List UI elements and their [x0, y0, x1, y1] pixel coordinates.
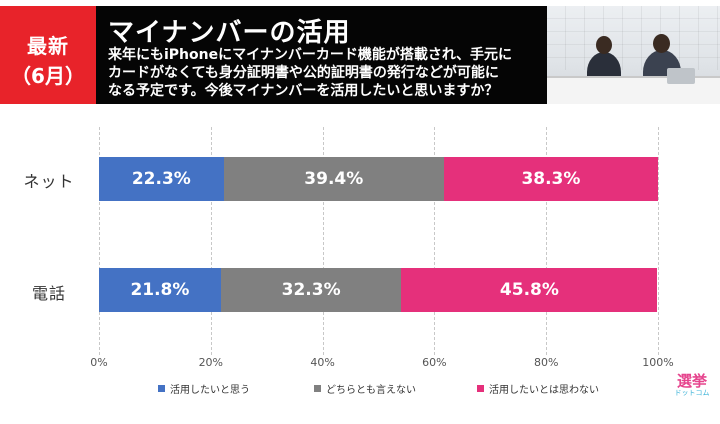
photo-laptop [667, 68, 695, 84]
legend-swatch [314, 385, 321, 392]
x-tick-label: 100% [642, 356, 674, 369]
top-strip [0, 0, 720, 6]
question-line: 来年にもiPhoneにマイナンバーカード機能が搭載され、手元に [108, 47, 512, 63]
photo-person-left-head [596, 36, 612, 54]
x-tick-label: 20% [198, 356, 224, 369]
question-line: なる予定です。今後マイナンバーを活用したいと思いますか？ [108, 83, 499, 99]
question-line: カードがなくても身分証明書や公的証明書の発行などが可能に [108, 65, 499, 81]
bar-segment: 38.3% [443, 157, 658, 201]
bar-value-label: 38.3% [521, 169, 581, 189]
badge-line-1: 最新 [27, 34, 69, 58]
legend-item: どちらとも言えない [314, 381, 416, 396]
legend-label: どちらとも言えない [326, 385, 416, 396]
x-gridline [658, 127, 659, 355]
bar-value-label: 39.4% [304, 169, 364, 189]
x-gridline [322, 127, 324, 355]
date-badge: 最新 （6月） [0, 6, 96, 104]
bar-segment: 21.8% [99, 268, 221, 312]
x-tick-label: 80% [533, 356, 559, 369]
legend-item: 活用したいとは思わない [477, 381, 599, 396]
legend-swatch [477, 385, 484, 392]
category-label: ネット [23, 172, 75, 191]
x-gridline [99, 127, 100, 355]
x-tick-label: 0% [90, 356, 108, 369]
category-label: 電話 [31, 284, 66, 303]
x-gridline [546, 127, 548, 355]
legend-label: 活用したいと思う [170, 385, 250, 396]
bar-segment: 39.4% [223, 157, 444, 201]
bar-value-label: 22.3% [131, 169, 191, 189]
bar-value-label: 21.8% [130, 280, 190, 300]
legend-label: 活用したいとは思わない [489, 385, 599, 396]
photo-person-right-head [653, 34, 670, 53]
x-gridline [434, 127, 436, 355]
studio-photo [547, 6, 720, 104]
site-logo: 選挙 ドットコム [672, 373, 712, 398]
x-tick-label: 60% [422, 356, 447, 369]
bar-value-label: 32.3% [281, 280, 341, 300]
bar-value-label: 45.8% [499, 280, 559, 300]
bar-segment: 45.8% [401, 268, 658, 312]
badge-line-2: （6月） [11, 64, 85, 88]
logo-main: 選挙 [676, 372, 707, 390]
bar-segment: 22.3% [99, 157, 224, 201]
x-gridline [210, 127, 212, 355]
logo-sub: ドットコム [674, 389, 710, 397]
bar-segment: 32.3% [220, 268, 402, 312]
x-tick-label: 40% [310, 356, 335, 369]
photo-backdrop [547, 6, 720, 70]
page-title: マイナンバーの活用 [108, 18, 351, 48]
legend-swatch [158, 385, 165, 392]
legend-item: 活用したいと思う [158, 381, 250, 396]
survey-question: 来年にもiPhoneにマイナンバーカード機能が搭載され、手元に カードがなくても… [108, 46, 548, 100]
